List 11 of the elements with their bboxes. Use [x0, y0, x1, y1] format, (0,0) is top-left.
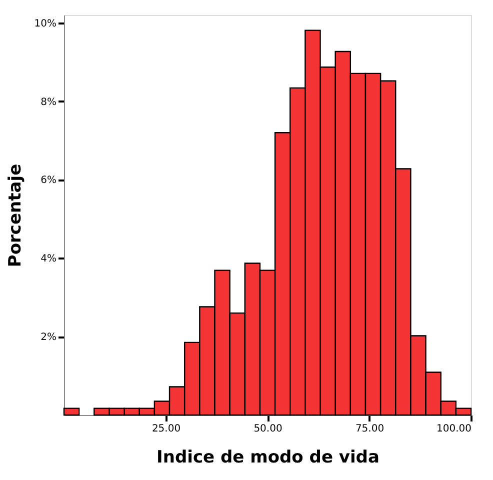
y-tick-label: 4%: [40, 254, 56, 265]
x-tick-label: 25.00: [152, 424, 181, 434]
x-axis-title: Indice de modo de vida: [156, 448, 380, 468]
y-tick-label: 8%: [40, 96, 56, 108]
y-tick-label: 6%: [40, 175, 56, 186]
x-tick-label: 75.00: [355, 424, 384, 434]
x-tick-label: 100.00: [436, 424, 472, 434]
y-axis-title: Porcentaje: [5, 164, 26, 268]
x-tick-label: 50.00: [254, 424, 282, 434]
y-tick-label: 10%: [34, 18, 56, 30]
y-tick-label: 2%: [40, 332, 56, 344]
